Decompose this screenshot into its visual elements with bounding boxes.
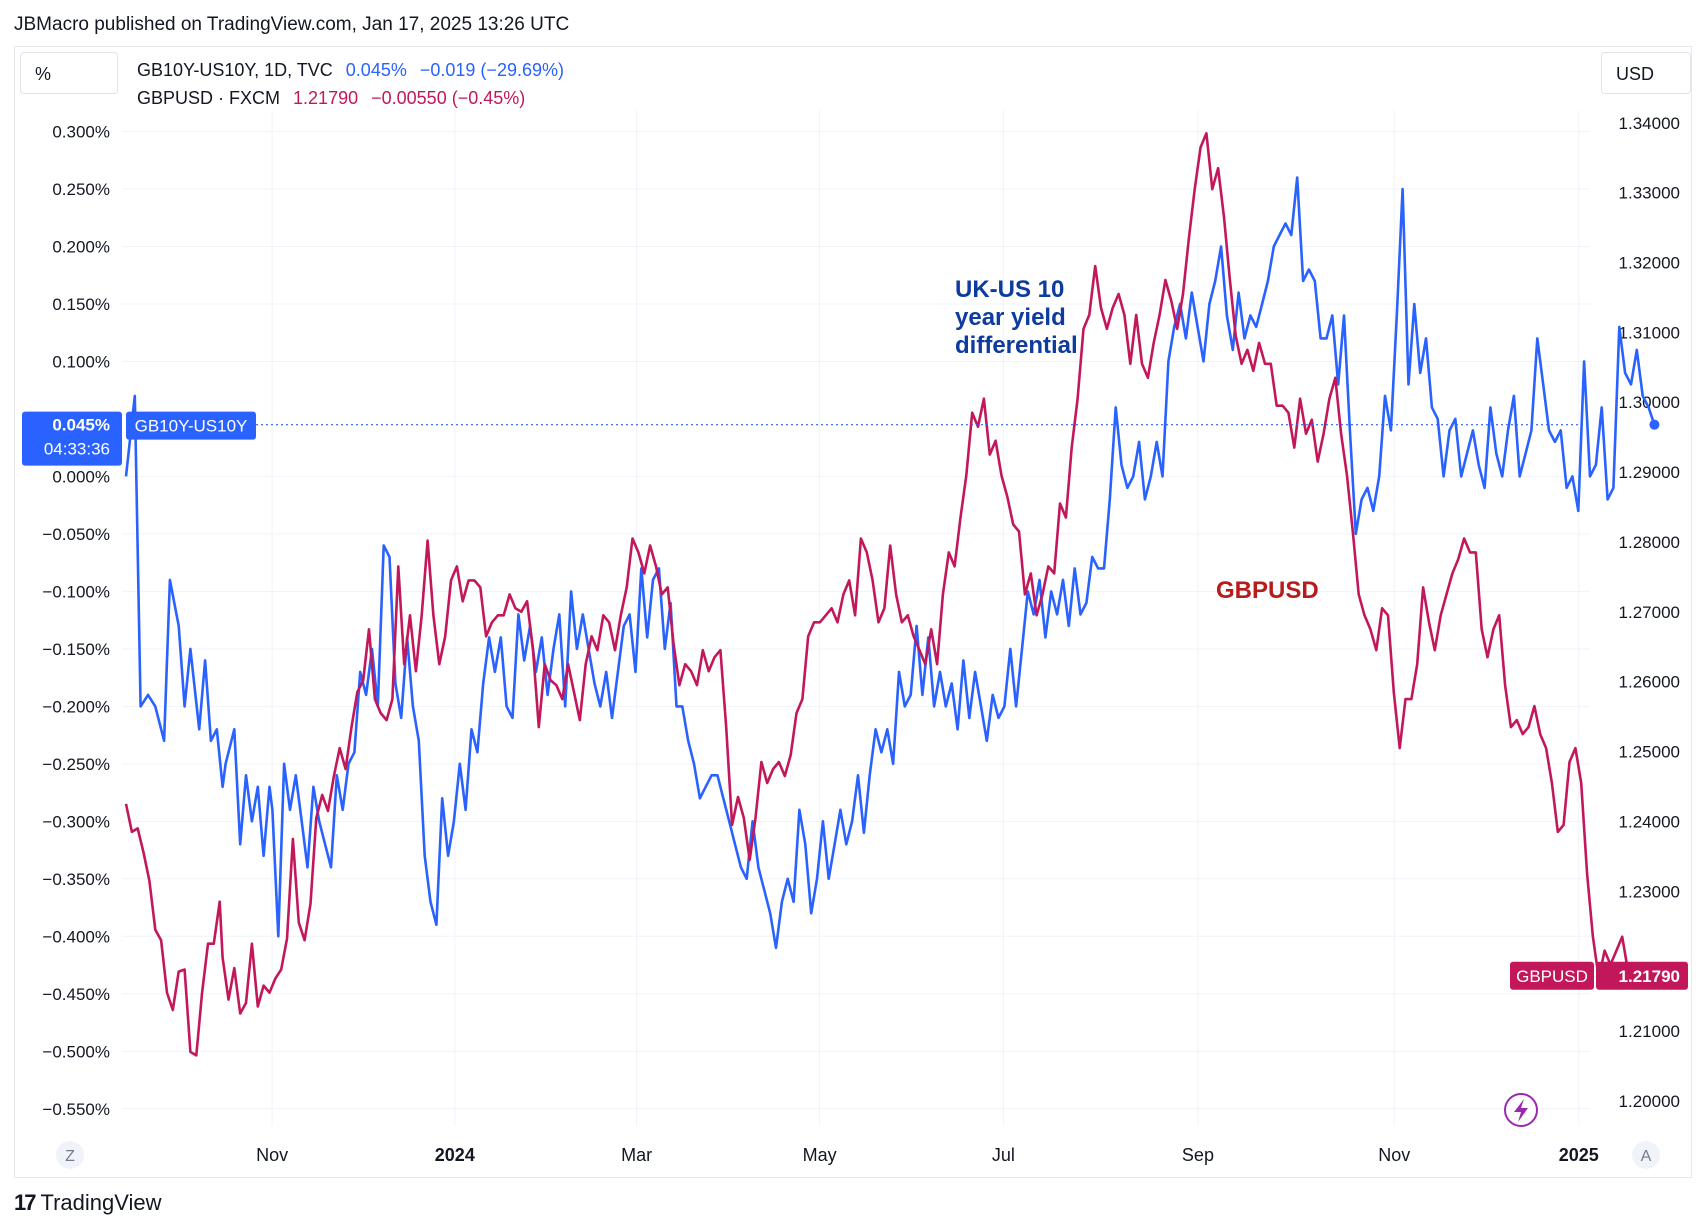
tradingview-mark-icon: 17 xyxy=(14,1190,37,1215)
legend-row-series1[interactable]: GB10Y-US10Y, 1D, TVC 0.045% −0.019 (−29.… xyxy=(137,60,572,81)
legend-series1-name: GB10Y-US10Y, 1D, TVC xyxy=(137,60,333,80)
legend-series1-change: −0.019 (−29.69%) xyxy=(419,60,564,80)
right-unit-selector[interactable]: USD xyxy=(1601,52,1691,94)
chart-frame xyxy=(14,46,1692,1178)
tradingview-brand: TradingView xyxy=(40,1190,162,1215)
legend-series2-value: 1.21790 xyxy=(293,88,359,108)
legend-row-series2[interactable]: GBPUSD · FXCM 1.21790 −0.00550 (−0.45%) xyxy=(137,88,533,109)
right-unit-label: USD xyxy=(1616,64,1655,84)
left-unit-selector[interactable]: % xyxy=(20,52,118,94)
legend-series2-change: −0.00550 (−0.45%) xyxy=(371,88,526,108)
left-unit-label: % xyxy=(35,64,52,84)
tradingview-logo[interactable]: 17 TradingView xyxy=(14,1190,162,1216)
legend-series1-value: 0.045% xyxy=(345,60,407,80)
publisher-line: JBMacro published on TradingView.com, Ja… xyxy=(14,14,570,35)
legend-series2-name: GBPUSD · FXCM xyxy=(137,88,281,108)
